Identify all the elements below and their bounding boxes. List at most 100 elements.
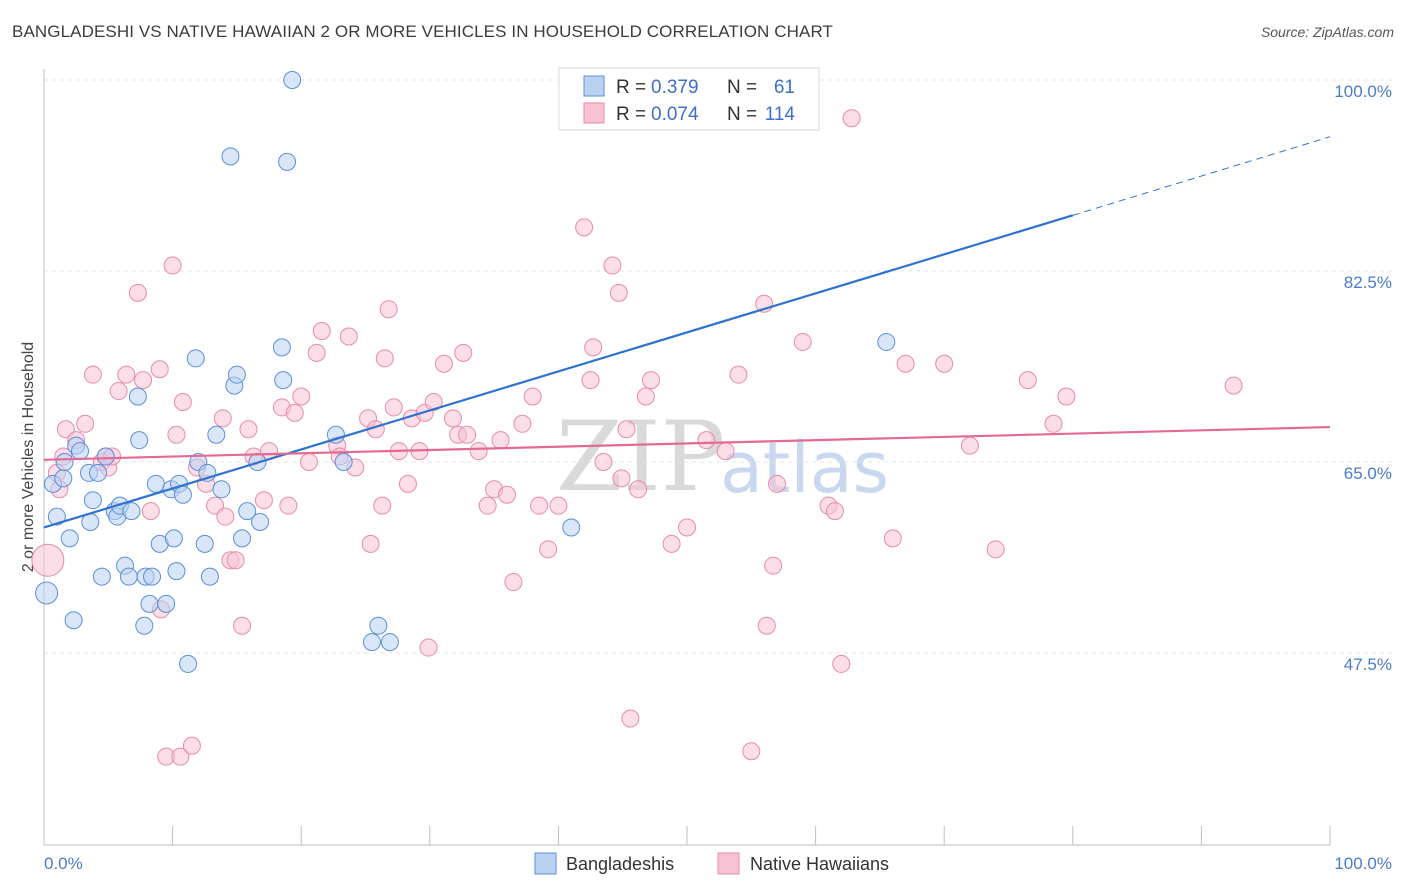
native-hawaiian-point bbox=[216, 507, 235, 526]
y-tick-label: 100.0% bbox=[1334, 82, 1392, 101]
bangladeshi-point bbox=[326, 425, 345, 444]
native-hawaiian-point bbox=[581, 371, 600, 390]
bangladeshi-point bbox=[164, 529, 183, 548]
native-hawaiian-point bbox=[1224, 376, 1243, 395]
native-hawaiian-point bbox=[373, 496, 392, 515]
bangladeshi-point bbox=[272, 338, 291, 357]
bangladeshis-trend-extension bbox=[1072, 136, 1331, 216]
legend-swatch-bangladeshis bbox=[583, 75, 605, 97]
bangladeshi-point bbox=[119, 567, 138, 586]
native-hawaiian-point bbox=[76, 414, 95, 433]
bangladeshi-point bbox=[380, 633, 399, 652]
bangladeshi-point bbox=[55, 453, 74, 471]
source-credit: Source: ZipAtlas.com bbox=[1260, 24, 1394, 40]
bangladeshi-point bbox=[146, 474, 165, 493]
native-hawaiian-point bbox=[636, 387, 655, 406]
bangladeshi-point bbox=[167, 562, 186, 581]
native-hawaiian-point bbox=[469, 442, 488, 461]
bangladeshi-point bbox=[562, 518, 581, 537]
bangladeshi-point bbox=[157, 594, 176, 613]
y-tick-label: 65.0% bbox=[1344, 464, 1392, 483]
native-hawaiian-point bbox=[883, 529, 902, 548]
native-hawaiians-points bbox=[31, 109, 1243, 766]
bangladeshi-point bbox=[128, 387, 147, 406]
bangladeshi-point bbox=[274, 371, 293, 390]
native-hawaiian-point bbox=[764, 556, 783, 575]
native-hawaiian-point bbox=[398, 474, 417, 493]
legend-n-value-2: 114 bbox=[765, 104, 796, 125]
native-hawaiian-point bbox=[285, 403, 304, 422]
legend-r-label-2: R = bbox=[616, 104, 646, 125]
native-hawaiian-point bbox=[419, 638, 438, 657]
bangladeshi-point bbox=[238, 502, 257, 521]
native-hawaiian-point bbox=[842, 109, 861, 128]
bangladeshi-point bbox=[35, 581, 59, 605]
native-hawaiian-point bbox=[825, 502, 844, 521]
gridlines bbox=[44, 79, 1392, 654]
native-hawaiian-point bbox=[530, 496, 549, 515]
native-hawaiian-point bbox=[173, 392, 192, 411]
native-hawaiian-point bbox=[621, 709, 640, 728]
trend-lines bbox=[43, 136, 1331, 529]
bangladeshi-point bbox=[221, 147, 240, 166]
native-hawaiian-point bbox=[832, 654, 851, 673]
native-hawaiian-point bbox=[960, 436, 979, 455]
legend-r-label-1: R = bbox=[616, 77, 646, 98]
bangladeshi-point bbox=[130, 431, 149, 450]
bangladeshi-point bbox=[135, 616, 154, 635]
native-hawaiian-point bbox=[375, 349, 394, 368]
native-hawaiian-point bbox=[1057, 387, 1076, 406]
x-tick-label-min: 0.0% bbox=[44, 854, 83, 873]
native-hawaiian-point bbox=[504, 573, 523, 592]
native-hawaiian-point bbox=[478, 496, 497, 515]
bangladeshi-point bbox=[334, 453, 353, 471]
bottom-legend-native-hawaiians: Native Hawaiians bbox=[750, 854, 889, 874]
native-hawaiian-point bbox=[662, 534, 681, 553]
native-hawaiian-point bbox=[896, 354, 915, 373]
native-hawaiian-point bbox=[213, 409, 232, 428]
bangladeshi-point bbox=[71, 442, 90, 461]
bangladeshi-point bbox=[60, 529, 79, 548]
native-hawaiian-point bbox=[584, 338, 603, 357]
native-hawaiian-point bbox=[141, 502, 160, 521]
native-hawaiian-point bbox=[171, 747, 190, 766]
bangladeshi-point bbox=[83, 491, 102, 510]
bangladeshi-point bbox=[369, 616, 388, 635]
bottom-swatch-native-hawaiians bbox=[717, 852, 740, 875]
native-hawaiian-point bbox=[128, 283, 147, 302]
bangladeshi-point bbox=[362, 633, 381, 652]
native-hawaiian-point bbox=[641, 371, 660, 390]
native-hawaiian-point bbox=[497, 485, 516, 504]
native-hawaiian-point bbox=[1044, 414, 1063, 433]
x-ticks bbox=[43, 826, 1331, 845]
native-hawaiian-point bbox=[379, 300, 398, 319]
native-hawaiian-point bbox=[617, 420, 636, 439]
native-hawaiian-point bbox=[793, 332, 812, 351]
native-hawaiian-point bbox=[150, 360, 169, 379]
bangladeshi-point bbox=[96, 447, 115, 466]
native-hawaiian-point bbox=[513, 414, 532, 433]
native-hawaiian-point bbox=[458, 425, 477, 444]
native-hawaiian-point bbox=[609, 283, 628, 302]
native-hawaiian-point bbox=[549, 496, 568, 515]
native-hawaiian-point bbox=[117, 365, 136, 384]
native-hawaiian-point bbox=[742, 742, 761, 761]
native-hawaiian-point bbox=[575, 218, 594, 237]
series-legend: Bangladeshis Native Hawaiians bbox=[534, 852, 889, 875]
native-hawaiian-point bbox=[434, 354, 453, 373]
native-hawaiian-point bbox=[292, 387, 311, 406]
native-hawaiian-point bbox=[612, 469, 631, 488]
bangladeshi-point bbox=[227, 365, 246, 384]
native-hawaiian-point bbox=[279, 496, 298, 515]
native-hawaiian-point bbox=[729, 365, 748, 384]
native-hawaiian-point bbox=[523, 387, 542, 406]
y-tick-label: 47.5% bbox=[1344, 655, 1392, 674]
native-hawaiian-point bbox=[163, 256, 182, 275]
y-axis-label: 2 or more Vehicles in Household bbox=[20, 342, 37, 572]
native-hawaiian-point bbox=[109, 382, 128, 401]
bangladeshi-point bbox=[47, 507, 66, 526]
legend-n-label-1: N = bbox=[727, 77, 757, 98]
bangladeshi-point bbox=[200, 567, 219, 586]
bangladeshi-point bbox=[64, 611, 83, 630]
